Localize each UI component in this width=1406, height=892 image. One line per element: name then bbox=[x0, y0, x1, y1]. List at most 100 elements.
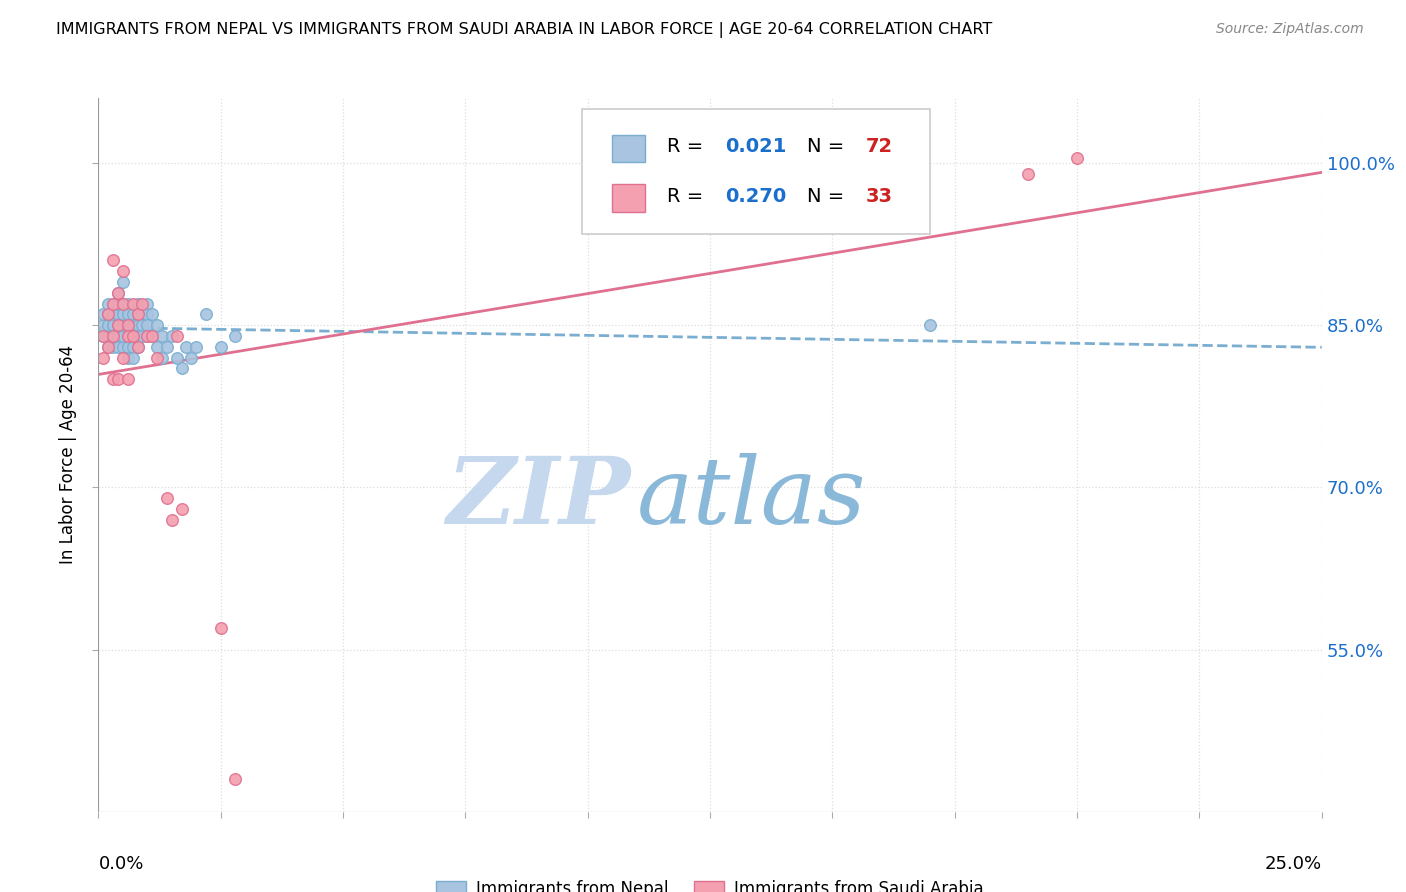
Point bbox=[101, 329, 124, 343]
Point bbox=[101, 318, 124, 333]
Point bbox=[224, 329, 246, 343]
Point bbox=[101, 372, 124, 386]
Point bbox=[156, 491, 179, 505]
Point bbox=[146, 340, 169, 354]
Point bbox=[121, 351, 143, 365]
Point bbox=[97, 307, 120, 321]
Point bbox=[127, 296, 149, 310]
Point bbox=[101, 296, 124, 310]
Text: 0.0%: 0.0% bbox=[98, 855, 143, 872]
Point bbox=[166, 329, 188, 343]
Point bbox=[131, 296, 153, 310]
Point bbox=[127, 307, 149, 321]
Point bbox=[107, 318, 129, 333]
Point bbox=[107, 307, 129, 321]
Point bbox=[121, 340, 143, 354]
Text: 33: 33 bbox=[866, 187, 893, 206]
Point bbox=[160, 513, 183, 527]
Text: 0.021: 0.021 bbox=[725, 137, 787, 156]
Point bbox=[111, 264, 134, 278]
Point bbox=[131, 318, 153, 333]
Point bbox=[131, 307, 153, 321]
Point bbox=[111, 318, 134, 333]
Point bbox=[117, 296, 139, 310]
Text: N =: N = bbox=[807, 187, 851, 206]
Point bbox=[224, 772, 246, 787]
Point bbox=[117, 372, 139, 386]
Point bbox=[141, 307, 163, 321]
Point bbox=[160, 329, 183, 343]
Text: 72: 72 bbox=[866, 137, 893, 156]
Point bbox=[101, 340, 124, 354]
Point bbox=[141, 329, 163, 343]
Point bbox=[127, 307, 149, 321]
Text: ZIP: ZIP bbox=[446, 453, 630, 542]
Point bbox=[156, 340, 179, 354]
Point bbox=[180, 351, 202, 365]
Point bbox=[136, 296, 159, 310]
Point bbox=[111, 275, 134, 289]
Point bbox=[195, 307, 218, 321]
Point bbox=[97, 296, 120, 310]
Point bbox=[121, 329, 143, 343]
Point bbox=[111, 307, 134, 321]
Point bbox=[121, 329, 143, 343]
Point bbox=[111, 329, 134, 343]
Point bbox=[136, 318, 159, 333]
Point bbox=[150, 351, 173, 365]
Text: N =: N = bbox=[807, 137, 851, 156]
Point bbox=[117, 318, 139, 333]
Point bbox=[121, 296, 143, 310]
Point bbox=[107, 372, 129, 386]
Point bbox=[91, 329, 114, 343]
Point bbox=[117, 318, 139, 333]
Point bbox=[170, 502, 193, 516]
Point bbox=[101, 307, 124, 321]
Point bbox=[1066, 151, 1088, 165]
Point bbox=[150, 329, 173, 343]
Point bbox=[111, 329, 134, 343]
Point bbox=[131, 329, 153, 343]
FancyBboxPatch shape bbox=[612, 135, 645, 161]
Point bbox=[121, 307, 143, 321]
Point bbox=[121, 318, 143, 333]
Point bbox=[107, 340, 129, 354]
Legend: Immigrants from Nepal, Immigrants from Saudi Arabia: Immigrants from Nepal, Immigrants from S… bbox=[430, 873, 990, 892]
Point bbox=[117, 329, 139, 343]
Point bbox=[111, 296, 134, 310]
Point bbox=[920, 318, 942, 333]
Point bbox=[101, 253, 124, 268]
Point bbox=[91, 329, 114, 343]
Point bbox=[91, 351, 114, 365]
Point bbox=[127, 318, 149, 333]
Point bbox=[107, 296, 129, 310]
FancyBboxPatch shape bbox=[612, 185, 645, 211]
Point bbox=[107, 285, 129, 300]
Point bbox=[166, 351, 188, 365]
Point bbox=[186, 340, 208, 354]
Text: 0.270: 0.270 bbox=[725, 187, 787, 206]
Point bbox=[127, 329, 149, 343]
Point bbox=[146, 318, 169, 333]
Point bbox=[136, 329, 159, 343]
Point bbox=[117, 329, 139, 343]
Text: IMMIGRANTS FROM NEPAL VS IMMIGRANTS FROM SAUDI ARABIA IN LABOR FORCE | AGE 20-64: IMMIGRANTS FROM NEPAL VS IMMIGRANTS FROM… bbox=[56, 22, 993, 38]
Point bbox=[97, 340, 120, 354]
Point bbox=[176, 340, 198, 354]
Point bbox=[136, 307, 159, 321]
Point bbox=[101, 307, 124, 321]
Point bbox=[209, 340, 232, 354]
Text: Source: ZipAtlas.com: Source: ZipAtlas.com bbox=[1216, 22, 1364, 37]
Point bbox=[1017, 167, 1039, 181]
Point bbox=[117, 307, 139, 321]
Text: 25.0%: 25.0% bbox=[1264, 855, 1322, 872]
Point bbox=[97, 329, 120, 343]
Point bbox=[136, 329, 159, 343]
Point bbox=[91, 318, 114, 333]
Point bbox=[146, 351, 169, 365]
Point bbox=[101, 296, 124, 310]
Point bbox=[97, 340, 120, 354]
Y-axis label: In Labor Force | Age 20-64: In Labor Force | Age 20-64 bbox=[59, 345, 77, 565]
Text: R =: R = bbox=[666, 187, 709, 206]
Point bbox=[170, 361, 193, 376]
